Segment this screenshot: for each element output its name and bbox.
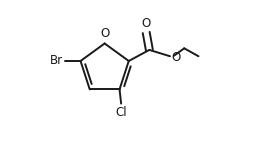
Text: O: O bbox=[100, 26, 109, 39]
Text: Br: Br bbox=[50, 54, 63, 68]
Text: Cl: Cl bbox=[115, 106, 127, 119]
Text: O: O bbox=[141, 17, 151, 30]
Text: O: O bbox=[172, 51, 181, 64]
